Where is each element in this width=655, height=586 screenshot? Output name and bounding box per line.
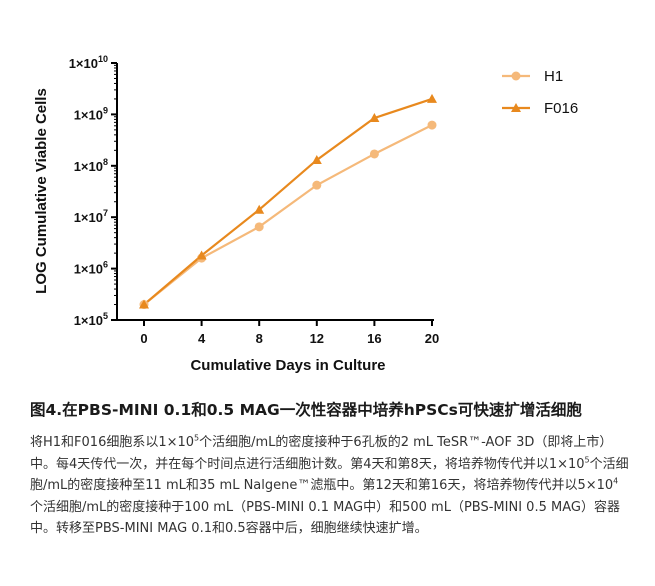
caption-superscript: 5	[194, 433, 200, 443]
data-point-f016	[139, 299, 149, 309]
y-tick-label: 1×109	[74, 105, 108, 122]
chart: 1×105 1×106 1×107 1×108 1×109 1×1010 0 4 8 12 16 20…	[33, 54, 578, 374]
x-axis-label: Cumulative Days in Culture	[190, 357, 385, 374]
caption-text: 个活细胞/mL的密度接种至11 mL和35 mL Nalgene™滤瓶中。第12…	[30, 456, 629, 494]
data-point-f016	[369, 113, 380, 123]
y-tick-label: 1×108	[74, 157, 108, 174]
y-tick-label: 1×106	[74, 260, 108, 277]
data-point-h1	[369, 149, 379, 159]
legend-label: F016	[544, 100, 578, 117]
x-tick-label: 20	[425, 331, 439, 346]
x-tick-label: 8	[256, 331, 263, 346]
chart-legend: H1 F016	[502, 68, 578, 117]
series-line-h1	[143, 124, 433, 306]
figure-caption-title: 图4.在PBS-MINI 0.1和0.5 MAG一次性容器中培养hPSCs可快速…	[30, 401, 582, 419]
data-point-f016	[311, 154, 322, 164]
legend-marker	[511, 103, 521, 112]
data-point-f016	[427, 93, 437, 103]
legend-marker	[511, 71, 521, 81]
x-tick-label: 16	[367, 331, 381, 346]
figure-caption-body: 将H1和F016细胞系以1×105个活细胞/mL的密度接种于6孔板的2 mL T…	[30, 432, 630, 540]
y-axis-label: LOG Cumulative Viable Cells	[33, 88, 50, 294]
caption-text: 将H1和F016细胞系以1×10	[30, 435, 195, 450]
caption-superscript: 4	[613, 476, 619, 486]
data-point-h1	[312, 180, 322, 190]
data-point-f016	[254, 204, 265, 214]
caption-text: 个活细胞/mL的密度接种于6孔板的2 mL TeSR™-AOF 3D（即将上市）…	[30, 435, 613, 472]
x-tick-label: 0	[140, 331, 147, 346]
y-tick-label: 1×107	[74, 208, 108, 225]
series-line-f016	[143, 97, 433, 306]
data-point-h1	[427, 120, 437, 130]
caption-superscript: 5	[584, 455, 590, 465]
x-tick-label: 4	[198, 331, 206, 346]
legend-label: H1	[544, 68, 563, 85]
y-tick-label: 1×105	[74, 311, 108, 328]
data-point-h1	[254, 222, 264, 232]
chart-axes: 1×105 1×106 1×107 1×108 1×109 1×1010 0 4 8 12 16 20	[69, 54, 440, 346]
x-tick-label: 12	[310, 331, 324, 346]
chart-series	[139, 93, 437, 310]
data-point-f016	[196, 250, 207, 260]
y-tick-label: 1×1010	[69, 54, 108, 71]
caption-text: 个活细胞/mL的密度接种于100 mL（PBS-MINI 0.1 MAG中）和5…	[30, 499, 620, 537]
